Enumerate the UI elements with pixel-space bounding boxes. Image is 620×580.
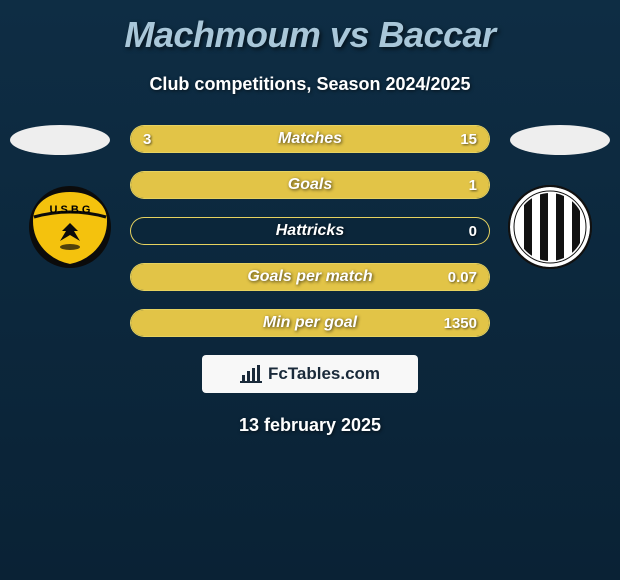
stat-label: Hattricks — [131, 218, 489, 244]
subtitle: Club competitions, Season 2024/2025 — [0, 74, 620, 95]
stat-value-right: 1350 — [444, 310, 477, 336]
stat-label: Min per goal — [131, 310, 489, 336]
player-left-avatar-placeholder — [10, 125, 110, 155]
stat-value-right: 1 — [469, 172, 477, 198]
player-right-avatar-placeholder — [510, 125, 610, 155]
bar-chart-icon — [240, 365, 262, 383]
stat-row-goals: Goals 1 — [130, 171, 490, 199]
brand-label: FcTables.com — [268, 364, 380, 384]
stat-row-goals-per-match: Goals per match 0.07 — [130, 263, 490, 291]
player-left-club-badge: U.S.B.G — [20, 185, 120, 270]
page-title: Machmoum vs Baccar — [0, 0, 620, 56]
comparison-date: 13 february 2025 — [0, 415, 620, 436]
player-right-club-badge — [500, 185, 600, 270]
stat-row-matches: 3 Matches 15 — [130, 125, 490, 153]
stat-bars: 3 Matches 15 Goals 1 Hattricks 0 Goals p… — [130, 125, 490, 337]
stat-row-min-per-goal: Min per goal 1350 — [130, 309, 490, 337]
stat-value-right: 0.07 — [448, 264, 477, 290]
stat-value-right: 0 — [469, 218, 477, 244]
stat-label: Goals per match — [131, 264, 489, 290]
comparison-panel: U.S.B.G 3 Matches 15 — [0, 125, 620, 436]
badge-left-label: U.S.B.G — [50, 204, 91, 216]
stat-value-right: 15 — [460, 126, 477, 152]
stat-label: Matches — [131, 126, 489, 152]
stat-row-hattricks: Hattricks 0 — [130, 217, 490, 245]
stat-label: Goals — [131, 172, 489, 198]
brand-box: FcTables.com — [202, 355, 418, 393]
